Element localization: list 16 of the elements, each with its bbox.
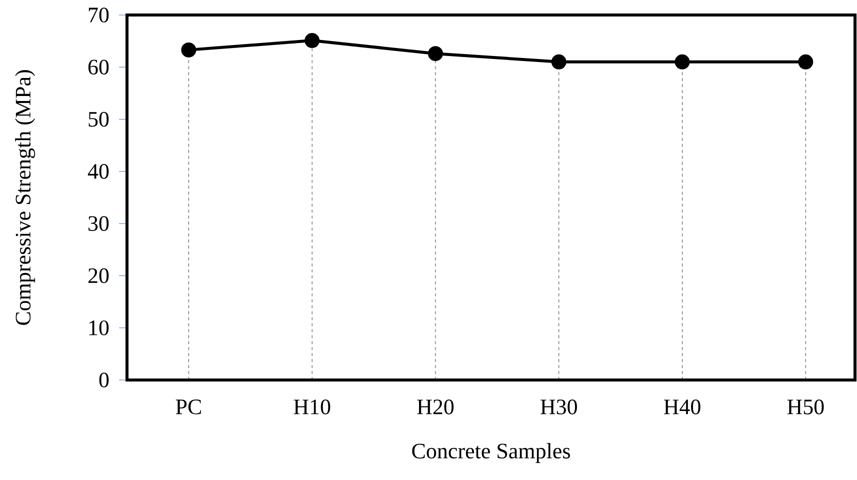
x-tick-label: PC <box>176 400 201 414</box>
y-tick-label: 70 <box>88 8 109 22</box>
y-tick-label: 10 <box>89 320 109 336</box>
x-tick-label: H10 <box>294 400 330 414</box>
x-tick-label: H40 <box>664 400 700 414</box>
y-tick-label: 0 <box>99 372 109 388</box>
y-tick-label: 20 <box>88 268 109 284</box>
x-tick-label: H50 <box>787 400 824 414</box>
x-axis-title: Concrete Samples <box>412 443 570 463</box>
x-tick-label: H30 <box>540 400 577 414</box>
y-tick-label: 40 <box>88 164 109 179</box>
y-tick-label: 50 <box>88 112 109 127</box>
y-tick-label: 60 <box>88 60 109 75</box>
y-tick-label: 30 <box>88 216 109 231</box>
y-axis-title: Compressive Strength (MPa) <box>15 70 36 325</box>
x-tick-label: H20 <box>417 400 454 414</box>
